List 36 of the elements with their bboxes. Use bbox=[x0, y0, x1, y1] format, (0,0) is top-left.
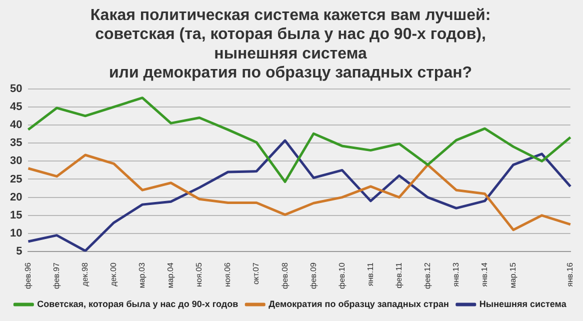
text: нынешняя система bbox=[214, 45, 367, 62]
x-tick-label: мар.15 bbox=[508, 262, 518, 288]
text: советская (та, которая была у нас до 90-х годов), bbox=[95, 26, 486, 44]
x-tick-label: фев.97 bbox=[52, 262, 61, 290]
x-tick-label: фев.96 bbox=[23, 262, 32, 290]
x-tick-label: ноя.06 bbox=[223, 262, 232, 287]
x-tick-label: дек.98 bbox=[80, 262, 90, 286]
y-tick-label: 50 bbox=[10, 82, 22, 95]
x-tick-label: фев.09 bbox=[308, 262, 318, 290]
y-tick-label: 35 bbox=[10, 137, 22, 150]
text: Какая политическая система кажется вам лучшей: bbox=[90, 7, 491, 24]
y-tick-label: 10 bbox=[10, 228, 22, 240]
x-tick-label: фев.12 bbox=[422, 262, 432, 290]
x-tick-label: мар.03 bbox=[138, 262, 147, 288]
x-tick-label: фев.08 bbox=[280, 262, 290, 290]
x-tick-label: янв.11 bbox=[366, 262, 375, 286]
legend-label: Советская, которая была у нас до 90-х годов bbox=[37, 298, 239, 309]
y-tick-label: 45 bbox=[10, 100, 22, 113]
x-tick-label: мар.04 bbox=[166, 262, 176, 288]
y-tick-label: 25 bbox=[10, 173, 22, 186]
x-tick-label: дек.00 bbox=[109, 262, 118, 286]
y-tick-label: 5 bbox=[16, 246, 22, 258]
x-tick-label: ноя.05 bbox=[194, 262, 204, 287]
text: или демократия по образцу западных стран? bbox=[108, 64, 472, 82]
x-tick-label: янв.13 bbox=[451, 262, 460, 287]
y-tick-label: 20 bbox=[10, 191, 22, 204]
x-tick-label: окт.07 bbox=[252, 262, 261, 285]
y-tick-label: 15 bbox=[10, 209, 22, 222]
x-tick-label: янв.16 bbox=[566, 262, 575, 287]
x-tick-label: янв.14 bbox=[480, 262, 489, 287]
legend-label: Нынешняя система bbox=[479, 298, 568, 309]
x-tick-label: фев.11 bbox=[394, 262, 404, 288]
x-tick-label: фев.10 bbox=[337, 262, 346, 290]
y-tick-label: 30 bbox=[10, 155, 22, 168]
y-tick-label: 40 bbox=[10, 119, 22, 132]
legend-label: Демократия по образцу западных стран bbox=[268, 298, 449, 309]
